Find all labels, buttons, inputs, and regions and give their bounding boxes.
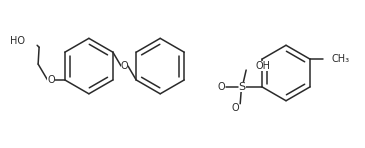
Text: O: O [47,75,55,85]
Text: O: O [121,61,128,71]
Text: S: S [239,82,246,92]
Text: OH: OH [255,61,270,71]
Text: O: O [231,103,239,113]
Text: HO: HO [10,36,25,46]
Text: CH₃: CH₃ [332,54,350,64]
Text: O: O [218,82,225,92]
